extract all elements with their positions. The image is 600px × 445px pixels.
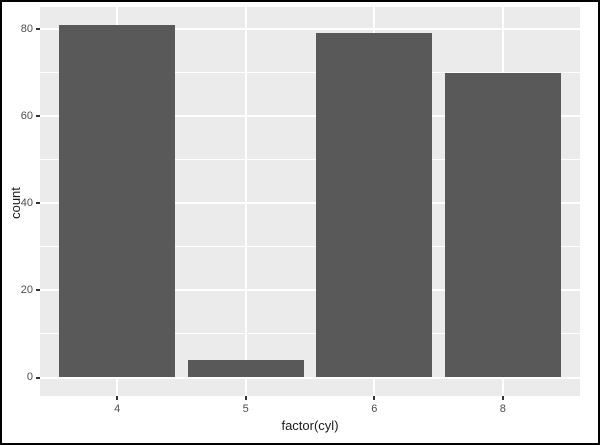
y-minor-gridline-70 [40, 72, 580, 74]
bar-cyl-4 [59, 24, 175, 378]
y-gridline-80 [40, 28, 580, 31]
y-tick-label-40: 40 [20, 196, 33, 209]
y-tick-label-80: 80 [20, 22, 33, 35]
bar-cyl-8 [445, 72, 561, 378]
y-gridline-40 [40, 202, 580, 205]
y-minor-gridline-30 [40, 246, 580, 248]
x-gridline-5 [244, 7, 247, 396]
x-tick-mark-6 [373, 396, 376, 400]
x-axis-title: factor(cyl) [281, 418, 339, 433]
y-tick-mark-20 [36, 289, 40, 292]
y-tick-mark-40 [36, 202, 40, 205]
y-tick-label-20: 20 [20, 283, 33, 296]
x-tick-label-8: 8 [499, 403, 506, 415]
y-minor-gridline-50 [40, 159, 580, 161]
y-tick-mark-0 [36, 376, 40, 379]
y-tick-label-60: 60 [20, 109, 33, 122]
y-gridline-0 [40, 376, 580, 379]
y-tick-mark-80 [36, 28, 40, 31]
x-tick-mark-4 [116, 396, 119, 400]
x-tick-mark-8 [501, 396, 504, 400]
y-minor-gridline-10 [40, 333, 580, 335]
y-gridline-60 [40, 115, 580, 118]
y-tick-label-0: 0 [26, 371, 33, 383]
y-gridline-20 [40, 289, 580, 292]
x-tick-label-5: 5 [242, 403, 249, 415]
plot-panel [40, 7, 580, 396]
bar-cyl-5 [187, 360, 304, 378]
x-tick-label-6: 6 [371, 403, 378, 415]
x-tick-label-4: 4 [114, 403, 121, 415]
bar-cyl-6 [316, 33, 433, 378]
y-tick-mark-60 [36, 115, 40, 118]
x-tick-mark-5 [244, 396, 247, 400]
